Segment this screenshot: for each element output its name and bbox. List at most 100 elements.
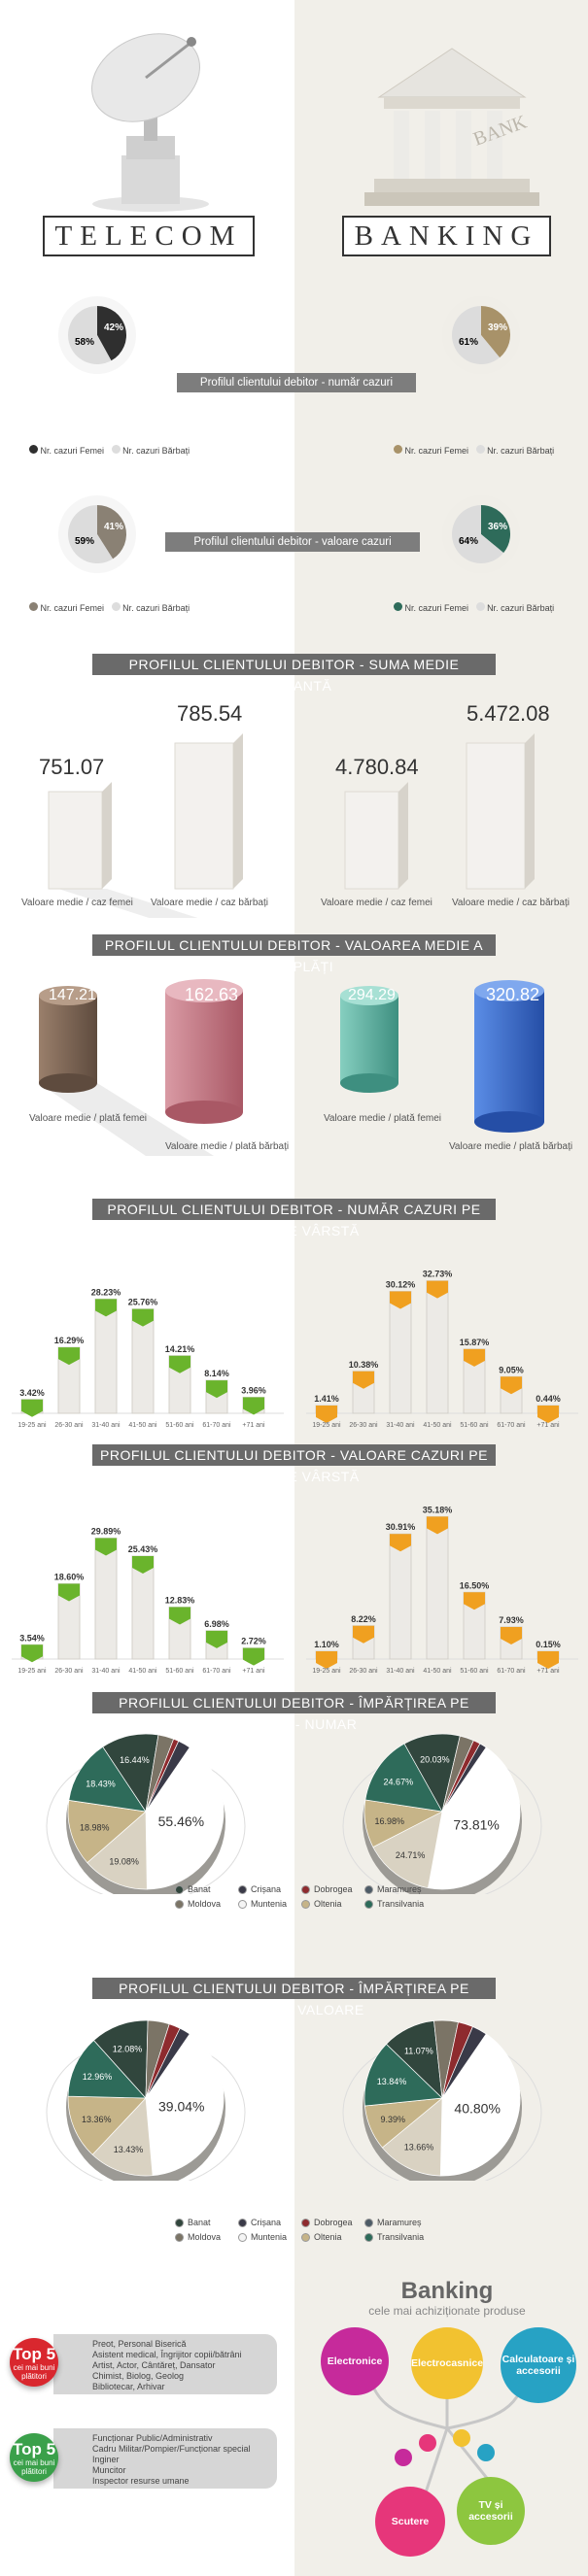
age-bar-marker [390, 1534, 411, 1552]
region-slice [145, 2027, 190, 2099]
top5-green-item: Muncitor [92, 2465, 126, 2475]
age-bar-marker [95, 1299, 117, 1317]
value-pay-tel-b: 162.63 [185, 985, 239, 1004]
age-bar-marker [427, 1516, 448, 1535]
slice-f [452, 505, 504, 563]
age-bar-marker [353, 1625, 374, 1644]
age-bar-label: 1.10% [314, 1640, 339, 1649]
legend-telecom-count: Nr. cazuri Femei Nr. cazuri Bărbați [29, 445, 190, 456]
product-scutere: Scutere [375, 2487, 445, 2557]
region-slice-label: 13.84% [377, 2077, 407, 2086]
age-bar-label: 6.98% [204, 1619, 229, 1629]
age-bar-marker [206, 1380, 227, 1399]
legend-dot-icon [364, 1899, 373, 1909]
region-slice [91, 2097, 154, 2177]
region-legend-item: Dobrogea [301, 2218, 364, 2227]
label-pay-tel-f: Valoare medie / plată femei [29, 1113, 147, 1124]
age-bar-label: 29.89% [91, 1526, 121, 1536]
age-bar-marker [58, 1347, 80, 1366]
tv-icon [453, 2429, 470, 2447]
region-legend-item: Moldova [175, 2232, 238, 2242]
age-value-chart: 3.54% 19-25 ani 18.60% 26-30 ani 29.89% 31-40… [12, 1505, 578, 1675]
cyl-bank-b [474, 991, 544, 1122]
top5-red-item: Artist, Actor, Cântăreț, Dansator [92, 2360, 216, 2370]
age-bar-marker [21, 1644, 43, 1663]
age-bar-label: 28.23% [91, 1287, 121, 1297]
age-bar-marker [537, 1406, 559, 1423]
telecom-title: TELECOM [43, 216, 255, 256]
age-bar-marker [464, 1592, 485, 1610]
age-bar-marker [132, 1308, 154, 1327]
slice-b [481, 505, 510, 554]
age-bar-marker [390, 1291, 411, 1309]
region-slice-label: 39.04% [158, 2099, 204, 2115]
legend-dot-icon [301, 1899, 310, 1909]
label-pay-tel-b: Valoare medie / plată bărbați [165, 1141, 290, 1152]
age-tick-label: 41-50 ani [423, 1422, 452, 1429]
region-legend-item: Dobrogea [301, 1884, 364, 1894]
region-legend-item: Muntenia [238, 2232, 301, 2242]
region-legend-item: Maramureș [364, 2218, 428, 2227]
legend-dot-icon [364, 2232, 373, 2242]
region-slice [372, 1811, 443, 1889]
legend-banking-count: Nr. cazuri Femei Nr. cazuri Bărbați [394, 445, 554, 456]
label-bank-f: Valoare medie / caz femei [321, 898, 432, 908]
satellite-dish-icon [91, 33, 209, 212]
age-bar-label: 2.72% [241, 1637, 266, 1646]
region-legend-item: Crișana [238, 1884, 301, 1894]
legend-dot-icon [175, 2232, 184, 2242]
product-calculatoare: Calculatoare și accesorii [501, 2327, 576, 2403]
label-pay-bank-f: Valoare medie / plată femei [324, 1113, 441, 1124]
top5-green-item: Funcționar Public/Administrativ [92, 2433, 213, 2443]
age-count-chart: 3.42% 19-25 ani 16.29% 26-30 ani 28.23% 31-40… [12, 1270, 578, 1429]
bar-bank-b [466, 742, 526, 890]
region-slice-label: 19.08% [109, 1856, 139, 1866]
product-electronice: Electronice [321, 2327, 389, 2395]
product-tv: TV și accesorii [457, 2477, 525, 2545]
region-slice [145, 1746, 225, 1890]
age-tick-label: 41-50 ani [128, 1422, 157, 1429]
top5-green-item: Inspector resurse umane [92, 2476, 190, 2486]
age-bar-marker [243, 1647, 264, 1666]
age-tick-label: 51-60 ani [165, 1422, 194, 1429]
age-bar-label: 3.54% [19, 1633, 45, 1643]
legend-dot-icon [238, 2218, 247, 2227]
age-bar-marker [427, 1280, 448, 1299]
pie-telecom-count: 58% 42% [58, 296, 136, 374]
region-slice [86, 1811, 148, 1890]
value-pay-tel-f: 147.21 [49, 987, 96, 1003]
region-slice [364, 1743, 443, 1813]
section-title-age-value: PROFILUL CLIENTULUI DEBITOR - VALOARE CA… [92, 1444, 496, 1484]
age-tick-label: +71 ani [536, 1668, 560, 1675]
bar-tel-b [174, 742, 234, 890]
legend-dot-icon [175, 1884, 184, 1894]
pct-b-telecom-count: 42% [104, 322, 123, 333]
top5-red-item: Asistent medical, Îngrijitor copii/bătrâ… [92, 2350, 242, 2359]
region-slice-label: 16.44% [120, 1755, 150, 1765]
section-title-region-count: PROFILUL CLIENTULUI DEBITOR - ÎMPĂRȚIREA… [92, 1692, 496, 1732]
legend-dot-icon [238, 1884, 247, 1894]
age-bar-label: 1.41% [314, 1394, 339, 1404]
region-slice-label: 16.98% [374, 1816, 404, 1826]
slice-f [452, 306, 501, 364]
age-tick-label: +71 ani [536, 1422, 560, 1429]
legend-dot-icon [364, 1884, 373, 1894]
value-bank-b: 5.472.08 [467, 701, 550, 726]
pct-f-banking-count: 61% [459, 337, 478, 348]
region-slice-label: 13.66% [404, 2142, 434, 2152]
age-bar-label: 25.43% [128, 1544, 158, 1554]
age-bar-label: 14.21% [165, 1344, 195, 1354]
legend-dot-icon [238, 1899, 247, 1909]
age-bar-label: 25.76% [128, 1298, 158, 1307]
region-slice [441, 2025, 487, 2099]
age-bar-marker [316, 1651, 337, 1669]
age-bar [131, 1308, 155, 1414]
age-bar-label: 35.18% [423, 1505, 453, 1514]
cyl-tel-f [39, 996, 97, 1083]
age-bar-marker [206, 1630, 227, 1648]
legend-dot-icon [301, 1884, 310, 1894]
value-pay-bank-b: 320.82 [486, 985, 540, 1004]
region-legend-item: Oltenia [301, 2232, 364, 2242]
slice-f [68, 505, 114, 563]
products-title: Banking [400, 2278, 494, 2304]
